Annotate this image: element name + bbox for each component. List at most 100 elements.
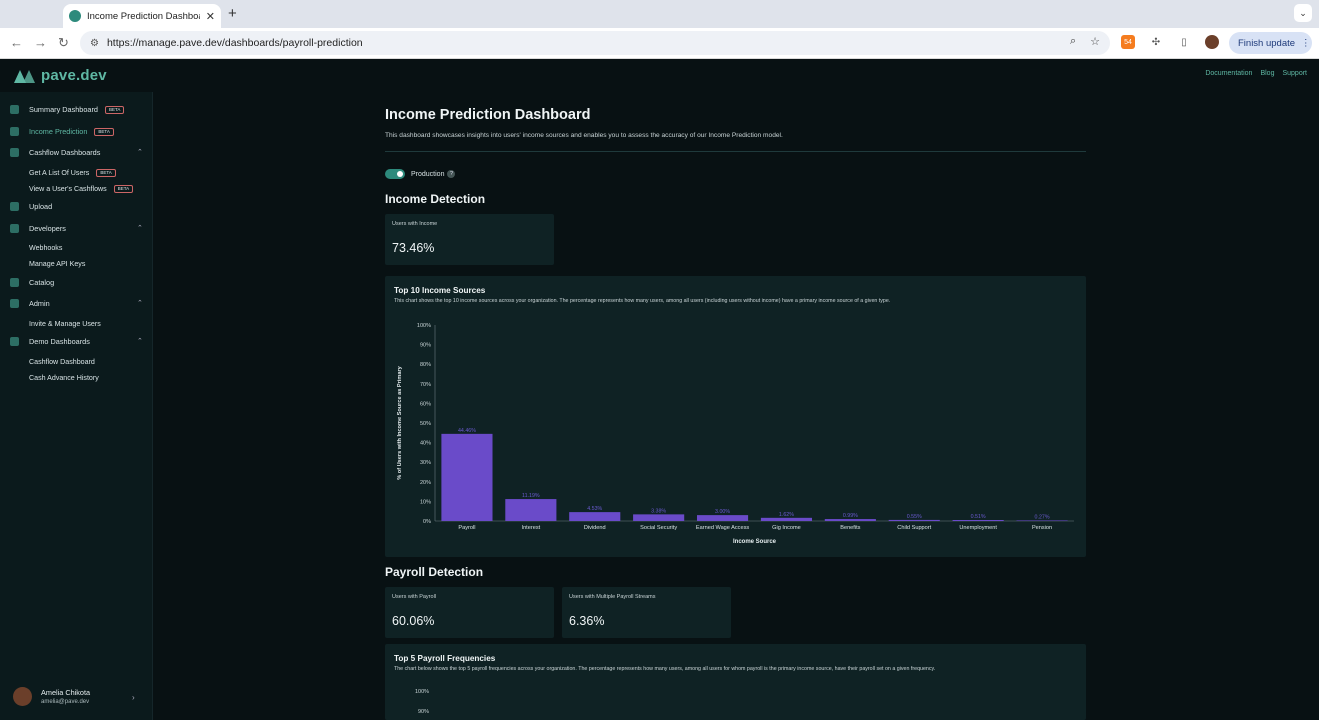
bar [505,499,557,521]
x-tick-label: Interest [522,525,541,531]
card-label: Users with Multiple Payroll Streams [569,594,656,600]
chevron-up-icon[interactable]: ⌃ [137,225,143,232]
url-text[interactable]: https://manage.pave.dev/dashboards/payro… [106,37,363,49]
bar-value-label: 3.38% [651,508,666,514]
sidebar-item-upload[interactable]: Upload [10,202,52,211]
chevron-up-icon[interactable]: ⌃ [137,149,143,156]
help-icon[interactable]: ? [447,170,456,178]
sidebar-item-summary[interactable]: Summary Dashboard BETA [10,105,125,114]
bar-value-label: 4.53% [587,506,602,512]
income-icon [10,127,19,136]
pave-logo[interactable]: pave.dev [14,67,107,84]
sidebar-item-label: Invite & Manage Users [29,320,101,328]
x-tick-label: Child Support [897,525,931,531]
bar-value-label: 0.27% [1035,514,1050,520]
avatar [13,687,32,706]
sidebar-item-admin[interactable]: Admin [10,299,50,308]
sidebar-item-get-users[interactable]: Get A List Of Users BETA [29,169,116,177]
sidebar-item-api-keys[interactable]: Manage API Keys [29,260,85,268]
y-tick-label: 100% [417,323,431,329]
y-tick-label: 100% [415,689,430,695]
bar-value-label: 0.99% [843,513,858,519]
documentation-link[interactable]: Documentation [1205,70,1253,77]
y-tick-label: 90% [420,343,431,349]
address-bar[interactable]: ⚙ https://manage.pave.dev/dashboards/pay… [80,31,1110,55]
sidebar-item-income-prediction[interactable]: Income Prediction BETA [10,127,114,136]
zoom-icon[interactable]: ⌕ [1069,35,1077,47]
card-label: Users with Income [392,221,438,227]
sidebar-item-catalog[interactable]: Catalog [10,278,54,287]
users-with-income-card: Users with Income 73.46% [385,214,554,265]
y-tick-label: 0% [423,519,431,525]
sidebar-item-label: Developers [29,224,66,233]
sidebar-item-label: Cashflow Dashboards [29,148,101,157]
sidebar-item-view-cashflows[interactable]: View a User's Cashflows BETA [29,185,134,193]
tab-search-icon[interactable]: ⌄ [1294,4,1312,22]
user-profile[interactable]: Amelia Chikota amelia@pave.dev [13,687,90,706]
sidebar-item-cashflow-dashboards[interactable]: Cashflow Dashboards [10,148,100,157]
bar-value-label: 1.62% [779,512,794,518]
income-sources-chart-panel: Top 10 Income Sources This chart shows t… [385,276,1086,557]
browser-tab[interactable]: Income Prediction Dashboard ✕ [63,4,221,28]
sidebar-item-cashflow-dashboard[interactable]: Cashflow Dashboard [29,358,95,366]
demo-icon [10,337,19,346]
extension-badge-icon[interactable]: 54 [1121,35,1135,49]
sidebar-item-cash-advance[interactable]: Cash Advance History [29,374,99,382]
y-axis-label: % of Users with Income Source as Primary [397,365,403,479]
blog-link[interactable]: Blog [1260,70,1275,77]
upload-icon [10,202,19,211]
close-tab-icon[interactable]: ✕ [205,10,215,23]
x-tick-label: Pension [1032,525,1052,531]
site-info-icon[interactable]: ⚙ [90,37,99,49]
multiple-payroll-streams-card: Users with Multiple Payroll Streams 6.36… [562,587,731,638]
chevron-right-icon[interactable]: › [132,693,135,702]
logo-text: pave.dev [41,67,107,84]
bar-value-label: 44.46% [458,428,476,434]
extensions-puzzle-icon[interactable]: ✣ [1151,36,1161,48]
forward-icon[interactable]: → [34,35,47,50]
user-email: amelia@pave.dev [41,699,90,705]
beta-badge: BETA [94,127,114,136]
pave-logo-icon [14,70,35,83]
bar-value-label: 0.55% [907,514,922,520]
bar [633,514,685,521]
reload-icon[interactable]: ↻ [58,35,69,50]
profile-avatar[interactable] [1205,35,1219,49]
sidebar-item-label: Cashflow Dashboard [29,358,95,366]
x-tick-label: Unemployment [959,525,997,531]
finish-update-button[interactable]: Finish update ⋮ [1229,32,1312,54]
x-tick-label: Dividend [584,525,606,531]
sidebar-item-developers[interactable]: Developers [10,224,66,233]
beta-badge: BETA [96,169,116,177]
bar [569,512,621,521]
sidebar-item-invite[interactable]: Invite & Manage Users [29,320,101,328]
new-tab-icon[interactable]: + [228,5,237,22]
x-tick-label: Earned Wage Access [696,525,749,531]
x-tick-label: Social Security [640,525,677,531]
bar [441,433,493,521]
support-link[interactable]: Support [1282,70,1307,77]
bar [696,515,749,521]
chevron-up-icon[interactable]: ⌃ [137,338,143,345]
production-toggle-label: Production ? [411,170,456,178]
user-name: Amelia Chikota [41,688,91,697]
back-icon[interactable]: ← [10,35,23,50]
bookmark-star-icon[interactable]: ☆ [1090,36,1100,48]
sidebar-item-webhooks[interactable]: Webhooks [29,244,62,252]
income-sources-bar-chart: 0% 10% 20% 30% 40% 50% 60% 70% 80% 90% 100% 44.46% P… [397,323,1074,545]
bar-value-label: 11.19% [522,493,540,499]
sidebar-item-label: Manage API Keys [29,260,86,268]
code-icon [10,224,19,233]
dashboard-icon [10,105,19,114]
x-tick-label: Gig Income [772,525,801,531]
sidebar-item-label: Summary Dashboard [29,105,98,114]
side-panel-icon[interactable]: ▯ [1181,36,1187,48]
bar [1016,520,1068,521]
bar [824,519,876,521]
chevron-up-icon[interactable]: ⌃ [137,300,143,307]
bar [888,519,940,521]
production-toggle[interactable] [385,169,405,179]
chart-description: The chart below shows the top 5 payroll … [394,666,936,672]
sidebar-item-demo[interactable]: Demo Dashboards [10,337,90,346]
card-value: 60.06% [392,614,435,628]
